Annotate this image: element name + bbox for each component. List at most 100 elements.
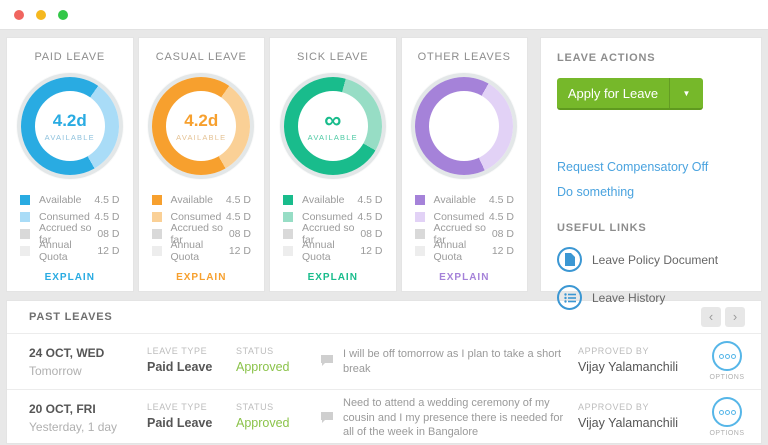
card-sick-leave: SICK LEAVE ∞ AVAILABLE Available 4.5 D Co… (269, 37, 397, 292)
card-title: PAID LEAVE (34, 51, 106, 63)
card-title: SICK LEAVE (297, 51, 369, 63)
legend-value: 4.5 D (225, 193, 251, 206)
legend-row: Available 4.5 D (151, 191, 251, 208)
legend: Available 4.5 D Consumed 4.5 D Accrued so … (151, 191, 251, 263)
options-button[interactable] (712, 397, 742, 427)
comment-icon (320, 410, 334, 428)
legend-value: 4.5 D (488, 193, 514, 206)
legend-label: Annual Quota (433, 238, 467, 263)
legend-label: Consumed (170, 210, 222, 223)
comment-text: I will be off tomorrow as I plan to take… (343, 347, 562, 375)
leave-type-header: LEAVE TYPE (147, 346, 208, 356)
window-titlebar (0, 0, 768, 30)
color-swatch (151, 245, 162, 256)
approved-by-header: APPROVED BY (578, 346, 650, 356)
request-compensatory-off-link[interactable]: Request Compensatory Off (557, 160, 709, 174)
legend-value: 12 D (360, 244, 383, 257)
chevron-left-icon[interactable]: ‹ (701, 307, 721, 327)
casual-leave-donut-chart: 4.2d AVAILABLE (139, 77, 265, 175)
color-swatch (283, 245, 293, 256)
leave-type-cell: LEAVE TYPE Paid Leave (147, 334, 236, 389)
pagination: ‹ › (697, 307, 745, 327)
legend-row: Annual Quota 12 D (151, 239, 251, 263)
donut-center: 4.2d AVAILABLE (166, 91, 237, 161)
leave-type-cell: LEAVE TYPE Paid Leave (147, 390, 236, 443)
available-days-value: 4.2d (52, 110, 87, 130)
maximize-window-icon[interactable] (58, 9, 68, 20)
explain-link[interactable]: EXPLAIN (307, 272, 358, 283)
explain-link[interactable]: EXPLAIN (44, 272, 95, 283)
status-badge: Approved (236, 416, 290, 430)
apply-for-leave-label[interactable]: Apply for Leave (567, 85, 659, 101)
legend-row: Available 4.5 D (414, 191, 514, 208)
legend-value: 4.5 D (94, 210, 120, 223)
card-paid-leave: PAID LEAVE 4.2d AVAILABLE Available 4.5 D… (6, 37, 134, 292)
other-leaves-donut-chart (402, 77, 528, 175)
leave-type-value: Paid Leave (147, 416, 213, 430)
leave-date: 24 OCT, WED (29, 346, 105, 360)
color-swatch (20, 194, 30, 205)
card-title: OTHER LEAVES (417, 51, 511, 63)
legend-row: Consumed 4.5 D (283, 208, 383, 225)
leave-policy-document-link[interactable]: Leave Policy Document (557, 247, 745, 272)
donut-center (429, 91, 500, 161)
legend-label: Annual Quota (302, 238, 335, 263)
legend-value: 08 D (491, 227, 514, 240)
chevron-down-icon[interactable]: ▼ (669, 78, 703, 108)
card-casual-leave: CASUAL LEAVE 4.2d AVAILABLE Available 4.5… (137, 37, 265, 292)
color-swatch (283, 211, 293, 222)
comment-text: Need to attend a wedding ceremony of my … (343, 396, 564, 439)
color-swatch (20, 228, 30, 239)
explain-link[interactable]: EXPLAIN (176, 272, 227, 283)
leave-date-relative: Yesterday, 1 day (29, 420, 118, 434)
available-days-label: AVAILABLE (176, 132, 227, 142)
leave-date-relative: Tomorrow (29, 364, 82, 378)
legend-row: Accrued so far 08 D (414, 222, 514, 246)
options-label: OPTIONS (709, 374, 745, 381)
comment-cell: Need to attend a wedding ceremony of my … (320, 390, 578, 443)
color-swatch (414, 245, 425, 256)
dashboard-cards-row: PAID LEAVE 4.2d AVAILABLE Available 4.5 D… (6, 37, 762, 310)
comment-icon (320, 353, 334, 371)
legend-row: Consumed 4.5 D (151, 208, 251, 225)
approver-name: Vijay Yalamanchili (578, 416, 679, 430)
leave-date: 20 OCT, FRI (29, 402, 96, 416)
leave-actions-title: LEAVE ACTIONS (557, 52, 656, 64)
leave-type-value: Paid Leave (147, 360, 213, 374)
status-cell: STATUS Approved (236, 334, 320, 389)
minimize-window-icon[interactable] (36, 9, 46, 20)
color-swatch (20, 211, 30, 222)
legend-row: Accrued so far 08 D (283, 222, 383, 246)
approved-by-cell: APPROVED BY Vijay Yalamanchili (578, 390, 693, 443)
legend-label: Accrued so far (170, 221, 224, 246)
color-swatch (283, 228, 293, 239)
apply-for-leave-button[interactable]: Apply for Leave ▼ (557, 78, 703, 110)
legend-value: 12 D (228, 244, 251, 257)
approved-by-header: APPROVED BY (578, 402, 650, 412)
explain-link[interactable]: EXPLAIN (439, 272, 490, 283)
legend-row: Annual Quota 12 D (20, 239, 120, 263)
legend-label: Consumed (433, 210, 485, 223)
status-badge: Approved (236, 360, 290, 374)
close-window-icon[interactable] (14, 9, 24, 20)
do-something-link[interactable]: Do something (557, 185, 635, 199)
table-row: 24 OCT, WED Tomorrow LEAVE TYPE Paid Lea… (7, 334, 761, 390)
approved-by-cell: APPROVED BY Vijay Yalamanchili (578, 334, 693, 389)
date-cell: 24 OCT, WED Tomorrow (7, 334, 147, 389)
document-icon (557, 247, 582, 272)
color-swatch (414, 228, 425, 239)
available-days-label: AVAILABLE (44, 132, 95, 142)
donut-center: ∞ AVAILABLE (297, 91, 368, 161)
chevron-right-icon[interactable]: › (725, 307, 745, 327)
paid-leave-donut-chart: 4.2d AVAILABLE (7, 77, 133, 175)
options-button[interactable] (712, 341, 742, 371)
legend-value: 08 D (97, 227, 120, 240)
legend-value: 4.5 D (94, 193, 120, 206)
legend-label: Available (170, 193, 213, 206)
legend-value: 12 D (97, 244, 120, 257)
leave-type-header: LEAVE TYPE (147, 402, 208, 412)
leave-history-link[interactable]: Leave History (557, 285, 745, 310)
past-leaves-title: PAST LEAVES (29, 311, 113, 323)
leave-actions-panel: LEAVE ACTIONS Apply for Leave ▼ Request … (540, 37, 762, 310)
